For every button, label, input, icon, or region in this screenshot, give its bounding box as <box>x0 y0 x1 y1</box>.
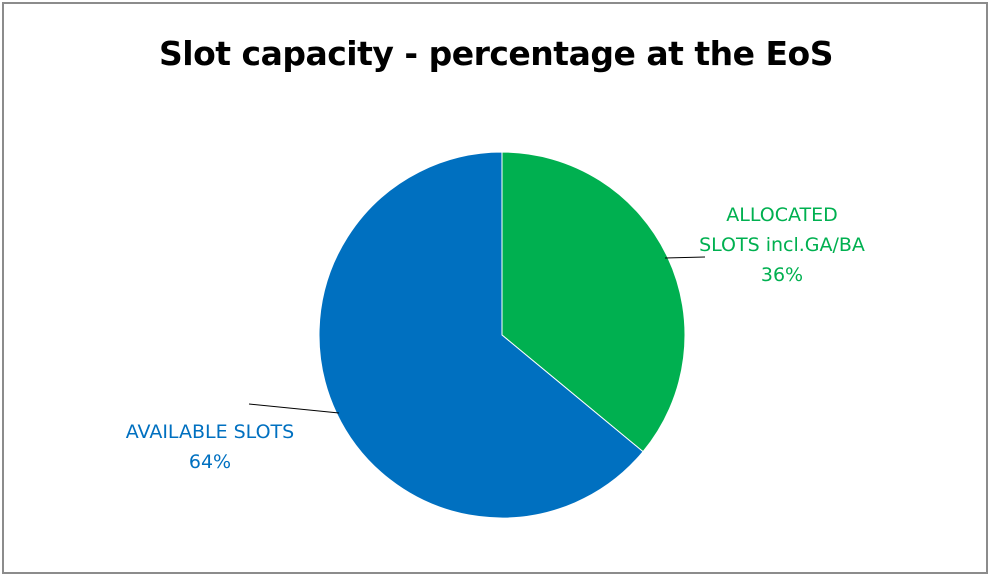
leader-line-available <box>248 403 340 414</box>
pie-slices <box>318 151 686 519</box>
slice-label-available-line-1: AVAILABLE SLOTS <box>125 421 295 443</box>
chart-title: Slot capacity - percentage at the EoS <box>159 34 833 73</box>
slice-label-allocated-line-1: ALLOCATED <box>726 204 838 226</box>
pie-slice-allocated <box>501 151 686 453</box>
leader-lines <box>248 256 706 414</box>
slice-value-available: 64% <box>188 451 232 473</box>
slice-label-allocated: ALLOCATED SLOTS incl.GA/BA 36% <box>662 200 902 290</box>
leader-line-allocated <box>664 256 706 259</box>
slice-value-allocated: 36% <box>760 264 804 286</box>
slice-label-allocated-line-2: SLOTS incl.GA/BA <box>699 234 865 256</box>
slice-label-available: AVAILABLE SLOTS 64% <box>90 417 330 477</box>
